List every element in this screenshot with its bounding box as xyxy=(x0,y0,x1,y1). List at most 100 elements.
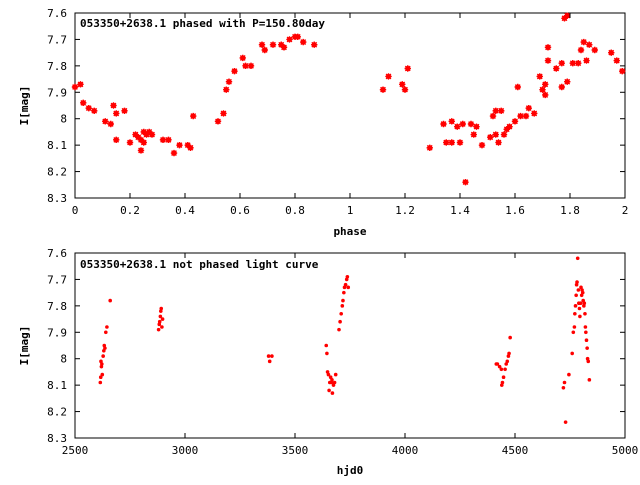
y-tick-label: 7.7 xyxy=(47,33,67,46)
data-point xyxy=(339,311,344,316)
x-tick-label: 1.8 xyxy=(560,204,580,217)
data-point xyxy=(591,46,598,54)
y-tick-label: 7.8 xyxy=(47,300,67,313)
data-point xyxy=(500,380,505,385)
data-point xyxy=(80,99,87,107)
y-tick-label: 7.8 xyxy=(47,60,67,73)
x-tick-label: 1 xyxy=(347,204,354,217)
data-point xyxy=(261,46,268,54)
data-point xyxy=(470,131,477,138)
chart-title: 053350+2638.1 phased with P=150.80day xyxy=(80,17,325,30)
data-point xyxy=(575,280,579,284)
data-point xyxy=(572,325,577,329)
data-point xyxy=(385,73,392,80)
data-point xyxy=(98,375,103,380)
y-axis-label: I[mag] xyxy=(18,326,31,366)
x-tick-label: 4000 xyxy=(392,444,419,457)
data-point xyxy=(580,38,587,46)
data-point xyxy=(574,282,579,287)
data-point xyxy=(341,298,345,303)
data-point xyxy=(266,354,271,358)
data-point xyxy=(214,118,222,125)
data-point xyxy=(98,380,103,385)
data-point xyxy=(77,81,84,88)
data-point xyxy=(399,81,406,88)
data-point xyxy=(326,372,331,377)
data-point xyxy=(158,314,163,319)
data-point xyxy=(578,314,582,319)
data-point xyxy=(525,104,532,112)
y-tick-label: 7.6 xyxy=(47,247,67,260)
data-point xyxy=(619,67,626,75)
data-point xyxy=(101,354,105,358)
data-point xyxy=(126,139,134,146)
x-tick-label: 0.4 xyxy=(175,204,195,217)
data-point xyxy=(100,372,105,377)
data-point xyxy=(170,149,178,157)
data-point xyxy=(342,290,346,295)
x-tick-label: 0.6 xyxy=(230,204,250,217)
data-point xyxy=(165,136,172,144)
data-point xyxy=(508,335,512,340)
data-point xyxy=(503,367,507,372)
data-point xyxy=(487,134,494,141)
data-point xyxy=(462,178,469,186)
data-point xyxy=(506,123,513,130)
data-point xyxy=(280,44,288,51)
data-point xyxy=(514,83,521,91)
x-axis-label: hjd0 xyxy=(337,464,364,477)
data-point xyxy=(113,110,120,117)
data-point xyxy=(571,330,576,335)
y-axis-label: I[mag] xyxy=(18,86,31,126)
data-point xyxy=(324,343,329,348)
data-point xyxy=(570,351,574,356)
data-point xyxy=(71,83,79,91)
x-axis-ticks: 0 0.2 0.4 0.6 0.8 1 1.2 1.4 1.6 1.8 2 xyxy=(72,13,628,217)
data-point xyxy=(330,378,334,382)
data-point xyxy=(110,102,117,109)
data-point xyxy=(311,41,318,48)
data-point xyxy=(269,41,277,48)
y-tick-label: 8.2 xyxy=(47,406,67,419)
data-point xyxy=(580,290,585,295)
data-point xyxy=(105,325,109,329)
data-point xyxy=(542,91,549,99)
data-points xyxy=(98,256,592,424)
data-point xyxy=(585,346,589,350)
y-tick-label: 8 xyxy=(60,353,67,366)
data-point xyxy=(443,139,450,146)
data-point xyxy=(113,136,120,144)
data-point xyxy=(558,83,565,91)
data-point xyxy=(176,141,183,149)
plot-frame xyxy=(74,252,626,439)
data-point xyxy=(517,112,524,120)
y-tick-label: 7.9 xyxy=(47,86,67,99)
x-axis-ticks: 2500 3000 3500 4000 4500 5000 xyxy=(62,253,639,457)
data-point xyxy=(583,311,587,316)
data-point xyxy=(489,112,497,120)
data-point xyxy=(220,110,227,117)
data-point xyxy=(159,136,167,144)
data-point xyxy=(345,274,350,279)
data-point xyxy=(157,322,162,327)
data-point xyxy=(337,327,341,332)
data-point xyxy=(99,364,104,369)
data-point xyxy=(325,351,329,356)
data-point xyxy=(582,301,587,306)
data-point xyxy=(561,385,566,390)
x-tick-label: 5000 xyxy=(612,444,639,457)
data-point xyxy=(576,288,581,292)
data-point xyxy=(300,38,307,46)
x-tick-label: 2500 xyxy=(62,444,89,457)
data-point xyxy=(578,301,583,306)
data-point xyxy=(575,60,582,67)
data-point xyxy=(577,306,582,311)
data-point xyxy=(495,362,500,366)
data-point xyxy=(156,327,161,332)
data-point xyxy=(473,123,480,130)
data-point xyxy=(563,420,568,424)
data-point xyxy=(107,120,114,128)
x-axis-label: phase xyxy=(333,225,366,238)
